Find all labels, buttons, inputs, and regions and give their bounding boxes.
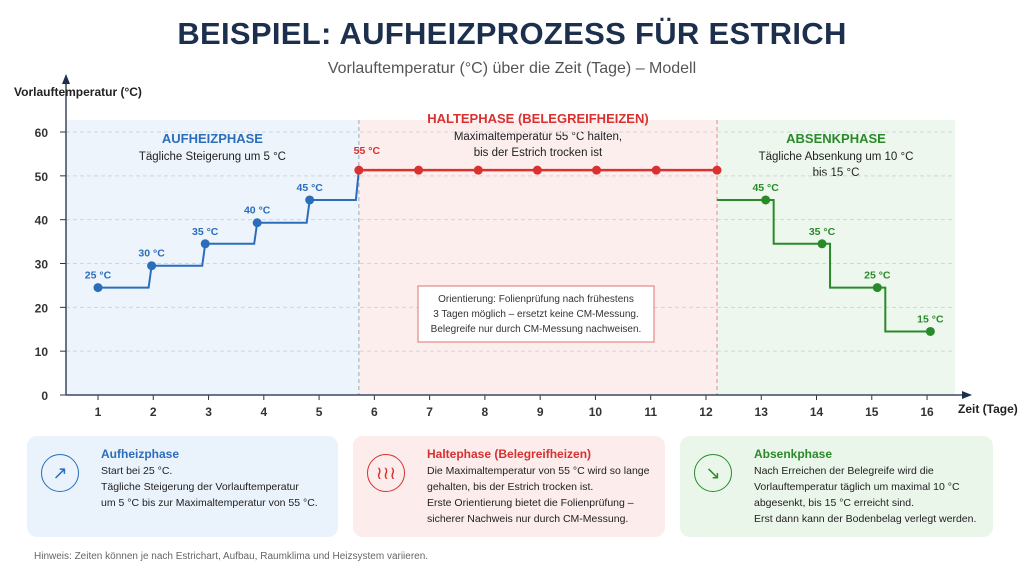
phase-background <box>66 120 359 395</box>
card-line: Erst dann kann der Bodenbelag verlegt we… <box>754 513 977 525</box>
phase-description: bis 15 °C <box>813 167 860 179</box>
data-point <box>817 239 827 249</box>
data-label: 30 °C <box>138 248 165 260</box>
footnote: Hinweis: Zeiten können je nach Estrichar… <box>34 551 429 562</box>
card-haltephase: ≀≀≀ Haltephase (Belegreifheizen) Die Max… <box>353 436 665 537</box>
x-tick-label: 8 <box>482 405 489 419</box>
card-line: gehalten, bis der Estrich trocken ist. <box>427 481 594 493</box>
trend-down-icon: ↘ <box>694 454 732 492</box>
x-tick-label: 13 <box>755 405 769 419</box>
card-line: sicherer Nachweis nur durch CM-Messung. <box>427 513 629 525</box>
data-label: 35 °C <box>192 226 219 238</box>
data-point <box>872 283 882 293</box>
page-subtitle: Vorlauftemperatur (°C) über die Zeit (Ta… <box>327 60 697 77</box>
y-tick-label: 40 <box>35 214 49 228</box>
data-point <box>200 239 210 249</box>
y-tick-label: 30 <box>35 258 49 272</box>
trend-up-icon: ↗ <box>41 454 79 492</box>
data-point <box>925 326 935 336</box>
y-axis-label: Vorlauftemperatur (°C) <box>14 85 142 99</box>
data-point <box>761 195 771 205</box>
phase-description: bis der Estrich trocken ist <box>474 147 603 159</box>
card-line: Vorlauftemperatur täglich um maximal 10 … <box>754 481 960 493</box>
card-line: Nach Erreichen der Belegreife wird die <box>754 465 934 477</box>
data-label: 40 °C <box>244 205 271 217</box>
x-axis-label: Zeit (Tage) <box>958 402 1018 416</box>
chart: AUFHEIZPHASE Tägliche Steigerung um 5 °C H… <box>14 74 1018 419</box>
card-title: Absenkphase <box>754 447 833 461</box>
data-point <box>532 165 542 175</box>
heat-waves-icon: ≀≀≀ <box>367 454 405 492</box>
card-absenkphase: ↘ Absenkphase Nach Erreichen der Belegre… <box>680 436 993 537</box>
card-line: abgesenkt, bis 15 °C erreicht sind. <box>754 497 915 509</box>
x-tick-label: 9 <box>537 405 544 419</box>
card-line: Start bei 25 °C. <box>101 465 173 477</box>
data-point <box>147 261 157 271</box>
data-label: 35 °C <box>809 226 836 238</box>
data-label: 25 °C <box>864 270 891 282</box>
y-tick-label: 0 <box>41 389 48 403</box>
y-axis-arrow-icon <box>62 74 70 84</box>
card-title: Aufheizphase <box>101 447 180 461</box>
data-point <box>414 165 424 175</box>
data-point <box>592 165 602 175</box>
card-line: Tägliche Steigerung der Vorlauftemperatu… <box>101 481 299 493</box>
card-aufheizphase: ↗ Aufheizphase Start bei 25 °C. Tägliche … <box>27 436 338 537</box>
x-tick-label: 2 <box>150 405 157 419</box>
x-tick-label: 14 <box>810 405 824 419</box>
phase-description: Tägliche Steigerung um 5 °C <box>139 151 286 163</box>
card-title: Haltephase (Belegreifheizen) <box>427 447 592 461</box>
data-point <box>305 195 315 205</box>
data-point <box>473 165 483 175</box>
x-tick-label: 3 <box>205 405 212 419</box>
card-line: um 5 °C bis zur Maximaltemperatur von 55… <box>101 497 318 509</box>
x-tick-label: 16 <box>920 405 934 419</box>
annotation-box <box>417 285 655 343</box>
x-tick-label: 15 <box>865 405 879 419</box>
annotation-text: Orientierung: Folienprüfung nach frühest… <box>438 294 634 305</box>
x-tick-label: 12 <box>699 405 713 419</box>
x-axis-arrow-icon <box>962 391 972 399</box>
phase-title: HALTEPHASE (BELEGREIFHEIZEN) <box>427 111 649 126</box>
data-label: 45 °C <box>296 182 323 194</box>
x-tick-label: 5 <box>316 405 323 419</box>
phase-description: Maximaltemperatur 55 °C halten, <box>454 131 622 143</box>
heating-line <box>98 170 360 289</box>
data-point <box>354 165 364 175</box>
data-point <box>651 165 661 175</box>
data-label: 15 °C <box>917 313 944 325</box>
data-point <box>712 165 722 175</box>
x-tick-label: 11 <box>644 405 657 419</box>
phase-title: AUFHEIZPHASE <box>162 131 263 146</box>
x-tick-label: 7 <box>426 405 433 419</box>
page-title: BEISPIEL: AUFHEIZPROZESS FÜR ESTRICH <box>177 16 847 51</box>
x-tick-label: 4 <box>260 405 267 419</box>
x-tick-label: 6 <box>371 405 378 419</box>
y-tick-label: 20 <box>35 301 49 315</box>
y-tick-label: 10 <box>35 345 49 359</box>
annotation-text: Belegreife nur durch CM-Messung nachweis… <box>431 324 642 335</box>
y-tick-label: 60 <box>35 126 49 140</box>
card-line: Erste Orientierung bietet die Folienprüf… <box>427 497 634 509</box>
card-line: Die Maximaltemperatur von 55 °C wird so … <box>427 465 650 477</box>
y-tick-label: 50 <box>35 170 49 184</box>
cooling-line <box>717 198 931 333</box>
data-point <box>252 218 262 228</box>
data-point <box>93 283 103 293</box>
data-label: 55 °C <box>354 145 381 157</box>
phase-title: ABSENKPHASE <box>786 131 886 146</box>
data-label: 45 °C <box>752 182 779 194</box>
x-tick-label: 1 <box>95 405 102 419</box>
phase-background <box>358 120 718 395</box>
data-label: 25 °C <box>85 270 112 282</box>
phase-background <box>717 120 955 395</box>
x-tick-label: 10 <box>589 405 603 419</box>
phase-description: Tägliche Absenkung um 10 °C <box>759 151 914 163</box>
annotation-text: 3 Tagen möglich – ersetzt keine CM-Messu… <box>433 309 638 320</box>
